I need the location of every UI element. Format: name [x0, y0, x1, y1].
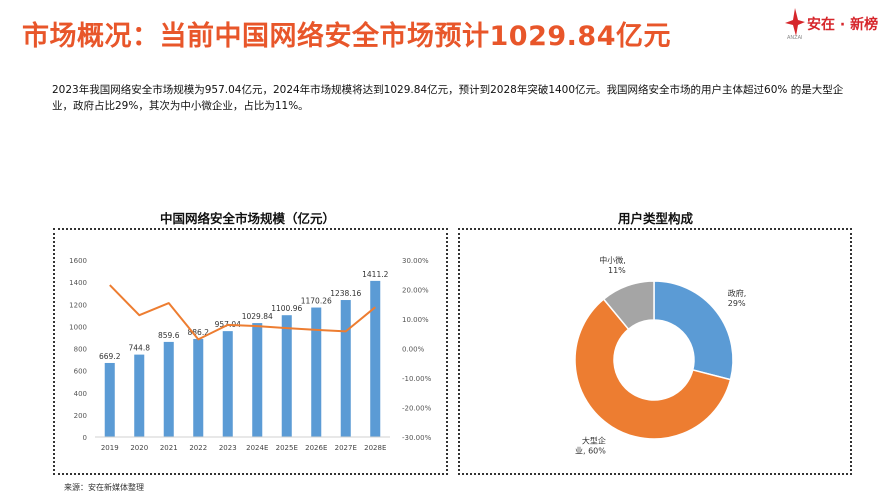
- y-tick-label: 0: [83, 434, 87, 442]
- bar: [252, 323, 263, 437]
- bar-data-label: 1411.2: [362, 270, 388, 279]
- bar: [281, 315, 292, 437]
- user-type-donut-chart: 政府,29% 大型企业, 60% 中小微,11%: [574, 255, 747, 455]
- slice-label: 29%: [728, 299, 746, 308]
- bar-data-label: 859.6: [158, 331, 180, 340]
- growth-rate-line: [109, 284, 376, 341]
- bar-data-label: 1170.26: [301, 297, 332, 306]
- pie-chart-title: 用户类型构成: [618, 211, 694, 226]
- slice-label: 11%: [608, 266, 626, 275]
- x-tick-label: 2021: [160, 444, 178, 452]
- x-tick-label: 2028E: [364, 444, 386, 452]
- bar: [104, 362, 115, 437]
- y2-tick-label: 20.00%: [402, 287, 429, 295]
- slice-label: 政府,: [728, 288, 747, 298]
- market-size-chart: 0 200 400 600 800 1000 1200 1400 1600 -30.00% -20.…: [69, 257, 432, 452]
- y2-tick-label: -30.00%: [402, 434, 432, 442]
- bar-chart-title: 中国网络安全市场规模（亿元）: [160, 211, 336, 226]
- brand-text: 安在 · 新榜: [807, 17, 879, 33]
- y2-tick-label: -10.00%: [402, 375, 432, 383]
- y-tick-label: 1400: [69, 279, 87, 287]
- brand-subtext: ANZAI: [787, 35, 803, 41]
- y2-tick-label: 30.00%: [402, 257, 429, 265]
- star-logo-icon: [785, 8, 805, 36]
- donut-slice: [602, 280, 655, 331]
- x-tick-label: 2020: [130, 444, 148, 452]
- x-tick-label: 2026E: [305, 444, 327, 452]
- bar-data-label: 886.2: [188, 328, 210, 337]
- y-tick-label: 600: [74, 368, 87, 376]
- bar: [163, 341, 174, 437]
- y-tick-label: 1600: [69, 257, 87, 265]
- x-tick-label: 2019: [101, 444, 119, 452]
- y-tick-label: 800: [74, 346, 87, 354]
- bar: [134, 354, 145, 437]
- source-note: 来源：安在新媒体整理: [64, 483, 144, 492]
- x-tick-label: 2024E: [246, 444, 268, 452]
- donut-slice: [574, 298, 732, 440]
- bar-data-label: 744.8: [129, 344, 151, 353]
- bar-data-label: 669.2: [99, 352, 121, 361]
- y-tick-label: 400: [74, 390, 87, 398]
- slice-label: 中小微,: [599, 255, 626, 265]
- brand-logo: 安在 · 新榜 ANZAI: [785, 8, 879, 44]
- bar-data-label: 1238.16: [330, 289, 361, 298]
- page-title: 市场概况：当前中国网络安全市场预计1029.84亿元: [22, 21, 671, 52]
- x-tick-label: 2022: [189, 444, 207, 452]
- bar-chart-panel: [53, 228, 448, 475]
- y2-tick-label: 10.00%: [402, 316, 429, 324]
- slice-label: 业, 60%: [575, 445, 606, 455]
- x-tick-label: 2027E: [335, 444, 357, 452]
- slice-label: 大型企: [582, 435, 606, 445]
- pie-chart-panel: [458, 228, 852, 475]
- y2-tick-label: 0.00%: [402, 346, 425, 354]
- intro-paragraph: 2023年我国网络安全市场规模为957.04亿元，2024年市场规模将达到102…: [52, 84, 844, 112]
- y-tick-label: 200: [74, 412, 87, 420]
- y-tick-label: 1000: [69, 323, 87, 331]
- bar: [370, 280, 381, 437]
- y-tick-label: 1200: [69, 301, 87, 309]
- bar: [222, 331, 233, 437]
- bar: [193, 338, 204, 437]
- bar-data-label: 1029.84: [242, 312, 273, 321]
- y2-tick-label: -20.00%: [402, 405, 432, 413]
- donut-slice: [653, 280, 734, 381]
- x-tick-label: 2023: [219, 444, 237, 452]
- bar: [340, 300, 351, 437]
- x-tick-label: 2025E: [276, 444, 298, 452]
- bar-data-label: 1100.96: [271, 304, 302, 313]
- bar: [311, 307, 322, 437]
